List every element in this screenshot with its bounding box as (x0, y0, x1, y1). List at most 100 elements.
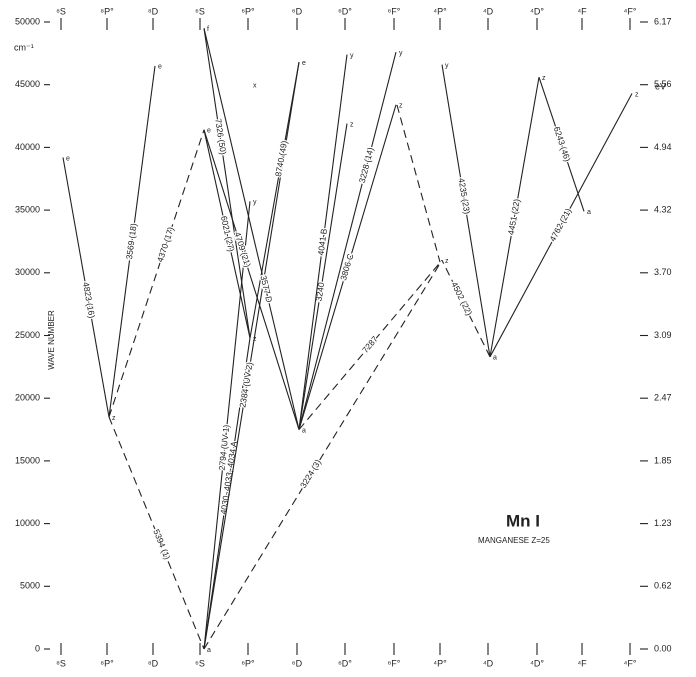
level-letter: a (493, 355, 497, 362)
transition-line (203, 28, 251, 339)
title: Mn I (506, 511, 540, 530)
transition-line (108, 416, 205, 650)
level-letter: y (445, 62, 449, 69)
column-label-top: ⁸S (56, 6, 66, 16)
right-tick-label: 6.17 (654, 16, 672, 26)
transition-label: 4041 B (316, 228, 329, 256)
level-letter: z (542, 75, 546, 82)
right-tick-label: 4.94 (654, 142, 672, 152)
column-label-bottom: ⁸S (56, 658, 66, 668)
left-tick-label: 25000 (15, 330, 40, 340)
level-letter: z (399, 103, 403, 110)
transition-line (441, 260, 491, 358)
left-tick-label: 45000 (15, 79, 40, 89)
level-letter: x (253, 83, 257, 90)
level-letter: f (207, 26, 209, 33)
left-tick-label: 15000 (15, 455, 40, 465)
column-label-top: ⁴D (483, 6, 494, 16)
column-label-bottom: ⁴D° (530, 658, 544, 668)
column-label-bottom: ⁶S (195, 658, 205, 668)
column-label-top: ⁴F° (624, 6, 637, 16)
transition-line (203, 129, 300, 430)
column-label-top: ⁶S (195, 6, 205, 16)
transition-line (298, 51, 397, 430)
right-axis-unit: eV (655, 81, 666, 91)
level-letter: e (207, 128, 211, 135)
transition-line (203, 129, 251, 339)
column-label-bottom: ⁴F° (624, 658, 637, 668)
right-tick-label: 1.23 (654, 518, 672, 528)
level-letter: z (350, 121, 354, 128)
transition-line (441, 64, 491, 357)
left-tick-label: 20000 (15, 393, 40, 403)
left-tick-label: 50000 (15, 16, 40, 26)
transition-line (62, 157, 110, 418)
left-tick-label: 30000 (15, 267, 40, 277)
column-label-top: ⁴D° (530, 6, 544, 16)
column-label-bottom: ⁸D (148, 658, 159, 668)
column-label-bottom: ⁶D (292, 658, 303, 668)
transition-line (489, 77, 540, 357)
level-letter: a (587, 209, 591, 216)
column-label-top: ⁴P° (433, 6, 447, 16)
transition-line (249, 62, 300, 339)
level-letter: a (302, 427, 306, 434)
transition-line (203, 62, 300, 650)
transition-line (203, 201, 251, 650)
column-label-bottom: ⁶P° (241, 658, 255, 668)
transition-line (538, 77, 585, 212)
right-tick-label: 0.00 (654, 643, 672, 653)
transition-line (203, 337, 251, 650)
column-label-bottom: ⁴P° (433, 658, 447, 668)
column-label-top: ⁶F° (388, 6, 401, 16)
level-letter: z (445, 258, 449, 265)
right-tick-label: 5.56 (654, 79, 672, 89)
column-label-top: ⁸P° (100, 6, 114, 16)
left-axis-label: WAVE NUMBER (47, 310, 56, 370)
left-tick-label: 5000 (20, 581, 40, 591)
column-label-top: ⁶D° (338, 6, 352, 16)
column-label-top: ⁶D (292, 6, 303, 16)
left-tick-label: 10000 (15, 518, 40, 528)
level-letter: y (350, 52, 354, 59)
right-tick-label: 4.32 (654, 204, 672, 214)
column-label-bottom: ⁴D (483, 658, 494, 668)
right-tick-label: 0.62 (654, 581, 672, 591)
column-label-bottom: ⁴F (577, 658, 587, 668)
column-label-bottom: ⁶D° (338, 658, 352, 668)
column-label-top: ⁸D (148, 6, 159, 16)
level-letter: y (399, 50, 403, 57)
left-tick-label: 40000 (15, 142, 40, 152)
column-label-bottom: ⁶F° (388, 658, 401, 668)
right-tick-label: 3.70 (654, 267, 672, 277)
level-letter: a (207, 647, 211, 654)
level-letter: e (66, 155, 70, 162)
right-tick-label: 2.47 (654, 393, 672, 403)
level-letter: e (158, 64, 162, 71)
column-label-bottom: ⁸P° (100, 658, 114, 668)
level-letter: y (253, 199, 257, 206)
transition-line (203, 259, 443, 650)
transition-line (108, 129, 205, 418)
transition-line (298, 259, 443, 430)
transition-line (489, 93, 633, 358)
level-letter: z (253, 336, 257, 343)
column-label-top: ⁴F (577, 6, 587, 16)
left-tick-label: 0 (35, 643, 40, 653)
transition-line (396, 104, 441, 263)
right-tick-label: 1.85 (654, 455, 672, 465)
transition-line (298, 123, 348, 430)
column-label-top: ⁶P° (241, 6, 255, 16)
left-tick-label: 35000 (15, 204, 40, 214)
transition-line (203, 28, 300, 430)
left-axis-unit: cm⁻¹ (14, 42, 34, 52)
transition-line (298, 104, 397, 430)
subtitle: MANGANESE Z=25 (478, 536, 550, 545)
transition-label: 2794 (UV 1) (217, 424, 232, 471)
level-letter: z (112, 415, 116, 422)
level-letter: z (635, 91, 639, 98)
transition-line (108, 65, 156, 418)
right-tick-label: 3.09 (654, 330, 672, 340)
